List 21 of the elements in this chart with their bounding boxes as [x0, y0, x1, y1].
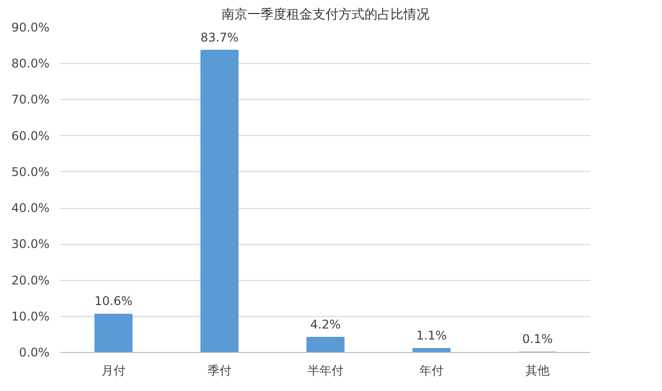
y-tick-label: 10.0% — [11, 309, 50, 324]
data-label: 83.7% — [200, 30, 239, 44]
data-label: 10.6% — [94, 294, 133, 308]
y-tick-label: 30.0% — [11, 237, 50, 252]
y-tick-label: 0.0% — [19, 346, 50, 360]
x-tick-label: 半年付 — [308, 364, 344, 378]
x-tick-label: 月付 — [102, 364, 126, 378]
data-label: 4.2% — [310, 317, 341, 332]
y-tick-label: 90.0% — [11, 20, 50, 34]
x-tick-label: 其他 — [526, 364, 550, 378]
x-tick-label: 年付 — [420, 364, 444, 378]
x-tick-label: 季付 — [208, 364, 232, 378]
y-tick-label: 20.0% — [11, 273, 50, 288]
y-tick-label: 50.0% — [11, 164, 50, 179]
chart-title: 南京一季度租金支付方式的占比情况 — [222, 6, 430, 22]
y-tick-label: 80.0% — [11, 56, 50, 71]
y-tick-label: 40.0% — [11, 201, 50, 216]
data-label: 0.1% — [522, 332, 553, 346]
y-tick-label: 60.0% — [11, 128, 50, 143]
data-label: 1.1% — [416, 328, 447, 343]
y-tick-label: 70.0% — [11, 92, 50, 107]
